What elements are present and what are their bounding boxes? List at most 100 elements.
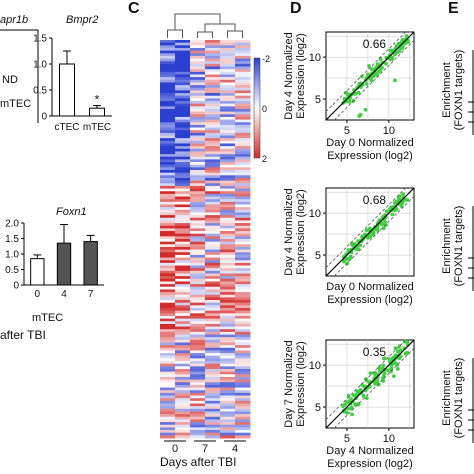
heatmap-cell: [175, 111, 191, 115]
data-point: [400, 201, 405, 206]
heatmap-cell: [190, 217, 206, 221]
heatmap-cell: [160, 231, 176, 235]
heatmap-cell: [175, 98, 191, 102]
heatmap-cell: [220, 228, 236, 232]
heatmap-cell: [190, 45, 206, 49]
heatmap-cell: [160, 244, 176, 248]
heatmap-cell: [160, 236, 176, 240]
heatmap-cell: [235, 315, 251, 320]
heatmap-cell: [160, 42, 176, 46]
heatmap-cell: [190, 342, 206, 346]
heatmap-cell: [175, 342, 191, 346]
heatmap-cell: [220, 257, 236, 261]
heatmap-cell: [205, 119, 221, 123]
heatmap-cell: [190, 55, 206, 60]
heatmap-cell: [190, 403, 206, 407]
enrichment-label-line2: (FOXN1 targets): [453, 358, 465, 439]
heatmap-cell: [160, 350, 176, 354]
heatmap-cell: [160, 249, 176, 253]
heatmap-cell: [235, 310, 251, 314]
heatmap-cell: [175, 297, 191, 301]
heatmap-cell: [205, 329, 221, 333]
heatmap-cell: [190, 363, 206, 367]
heatmap-cell: [190, 398, 206, 402]
column-label: 7: [202, 443, 208, 455]
heatmap-cell: [190, 307, 206, 312]
heatmap-cell: [205, 225, 221, 229]
heatmap-cell: [235, 124, 251, 129]
heatmap-cell: [205, 154, 221, 158]
heatmap-cell: [205, 201, 221, 206]
heatmap-cell: [235, 42, 251, 46]
heatmap-cell: [205, 143, 221, 147]
heatmap-cell: [160, 193, 176, 198]
heatmap-cell: [235, 180, 251, 184]
heatmap-cell: [160, 305, 176, 309]
heatmap-cell: [175, 419, 191, 423]
heatmap-cell: [190, 215, 206, 219]
data-point: [397, 49, 402, 53]
data-point: [368, 235, 372, 239]
heatmap-cell: [175, 196, 191, 200]
heatmap-cell: [175, 321, 191, 325]
heatmap-cell: [175, 204, 191, 208]
heatmap-cell: [190, 196, 206, 200]
heatmap-cell: [190, 233, 206, 237]
heatmap-cell: [160, 50, 176, 54]
heatmap-cell: [220, 53, 236, 57]
heatmap-cell: [205, 103, 221, 107]
heatmap-cell: [160, 217, 176, 221]
heatmap-cell: [220, 411, 236, 415]
heatmap-cell: [220, 366, 236, 370]
heatmap-cell: [205, 390, 221, 394]
heatmap-cell: [190, 50, 206, 54]
heatmap-cell: [205, 177, 221, 182]
heatmap-cell: [190, 246, 206, 251]
heatmap-cell: [160, 294, 176, 298]
heatmap-cell: [160, 58, 176, 62]
heatmap-cell: [235, 432, 251, 436]
data-point: [349, 247, 354, 252]
heatmap-cell: [205, 406, 221, 410]
heatmap-cell: [205, 196, 221, 200]
heatmap-cell: [190, 289, 206, 293]
y-tick-label: 10: [309, 360, 321, 372]
heatmap-cell: [205, 90, 221, 94]
heatmap-cell: [190, 162, 206, 166]
heatmap-cell: [190, 239, 206, 243]
heatmap-cell: [235, 127, 251, 131]
heatmap-cell: [160, 108, 176, 113]
heatmap-cell: [205, 63, 221, 68]
heatmap-cell: [190, 93, 206, 97]
heatmap-cell: [190, 355, 206, 359]
data-point: [360, 74, 364, 79]
heatmap-cell: [235, 297, 251, 301]
heatmap-cell: [220, 241, 236, 245]
heatmap-cell: [175, 427, 191, 431]
heatmap-cell: [205, 323, 221, 328]
heatmap-cell: [205, 162, 221, 166]
heatmap-cell: [175, 47, 191, 52]
heatmap-cell: [220, 278, 236, 282]
heatmap-cell: [205, 376, 221, 381]
heatmap-cell: [235, 103, 251, 107]
heatmap-cell: [190, 276, 206, 280]
heatmap-cell: [235, 313, 251, 317]
heatmap-cell: [220, 284, 236, 288]
heatmap-cell: [235, 387, 251, 391]
data-point: [371, 74, 376, 79]
heatmap-cell: [205, 387, 221, 391]
heatmap-cell: [220, 119, 236, 123]
heatmap-cell: [205, 395, 221, 399]
heatmap-cell: [175, 422, 191, 426]
heatmap-cell: [175, 252, 191, 256]
heatmap-cell: [160, 98, 176, 102]
heatmap-cell: [235, 215, 251, 219]
heatmap-cell: [190, 164, 206, 168]
heatmap-cell: [160, 270, 176, 274]
x-axis-label-line2: Expression (log2): [327, 294, 413, 306]
heatmap-cell: [235, 95, 251, 99]
heatmap-cell: [220, 55, 236, 60]
data-point: [363, 107, 368, 112]
